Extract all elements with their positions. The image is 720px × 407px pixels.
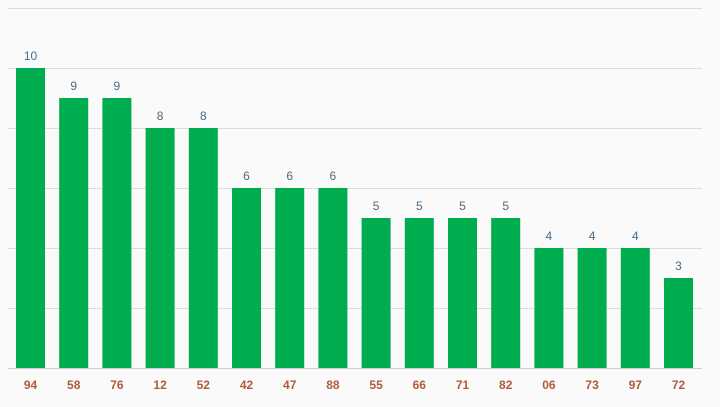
bar-71[interactable] xyxy=(448,218,477,368)
bar-value-label: 4 xyxy=(632,229,639,243)
bar-value-label: 6 xyxy=(243,169,250,183)
bar-value-label: 4 xyxy=(546,229,553,243)
category-label: 94 xyxy=(24,378,38,392)
bar-value-label: 5 xyxy=(459,199,466,213)
bar-52[interactable] xyxy=(188,128,218,368)
bar-value-label: 6 xyxy=(286,169,293,183)
category-labels: 94 58 76 12 52 42 47 88 55 66 71 82 06 73 97 72 xyxy=(24,378,686,392)
bar-value-label: 8 xyxy=(200,109,207,123)
bar-72[interactable] xyxy=(664,278,693,368)
category-label: 55 xyxy=(369,378,383,392)
bar-97[interactable] xyxy=(620,248,650,368)
category-label: 52 xyxy=(197,378,211,392)
category-label: 42 xyxy=(240,378,254,392)
category-label: 71 xyxy=(456,378,470,392)
bar-value-label: 10 xyxy=(24,49,38,63)
bar-value-label: 5 xyxy=(502,199,509,213)
category-label: 73 xyxy=(585,378,599,392)
category-label: 66 xyxy=(413,378,427,392)
category-label: 58 xyxy=(67,378,81,392)
bar-value-label: 8 xyxy=(157,109,164,123)
bar-value-label: 5 xyxy=(416,199,423,213)
bar-55[interactable] xyxy=(361,218,391,368)
value-labels: 10 9 9 8 8 6 6 6 5 5 5 5 4 4 4 3 xyxy=(24,49,682,273)
bar-12[interactable] xyxy=(145,128,175,368)
bar-42[interactable] xyxy=(232,188,261,368)
category-label: 06 xyxy=(542,378,556,392)
bar-94[interactable] xyxy=(16,68,45,368)
bar-88[interactable] xyxy=(318,188,348,368)
bar-value-label: 9 xyxy=(114,79,121,93)
bar-73[interactable] xyxy=(577,248,607,368)
category-label: 12 xyxy=(153,378,167,392)
bar-value-label: 9 xyxy=(70,79,77,93)
category-label: 97 xyxy=(629,378,643,392)
category-label: 88 xyxy=(326,378,340,392)
category-label: 47 xyxy=(283,378,297,392)
category-label: 82 xyxy=(499,378,513,392)
bar-value-label: 6 xyxy=(330,169,337,183)
category-label: 76 xyxy=(110,378,124,392)
bar-76[interactable] xyxy=(102,98,132,368)
bar-82[interactable] xyxy=(491,218,521,368)
bars xyxy=(16,68,693,368)
bar-value-label: 4 xyxy=(589,229,596,243)
bar-47[interactable] xyxy=(275,188,305,368)
bar-value-label: 5 xyxy=(373,199,380,213)
bar-value-label: 3 xyxy=(675,259,682,273)
category-label: 72 xyxy=(672,378,686,392)
bar-66[interactable] xyxy=(404,218,434,368)
bar-06[interactable] xyxy=(534,248,564,368)
bar-58[interactable] xyxy=(59,98,89,368)
